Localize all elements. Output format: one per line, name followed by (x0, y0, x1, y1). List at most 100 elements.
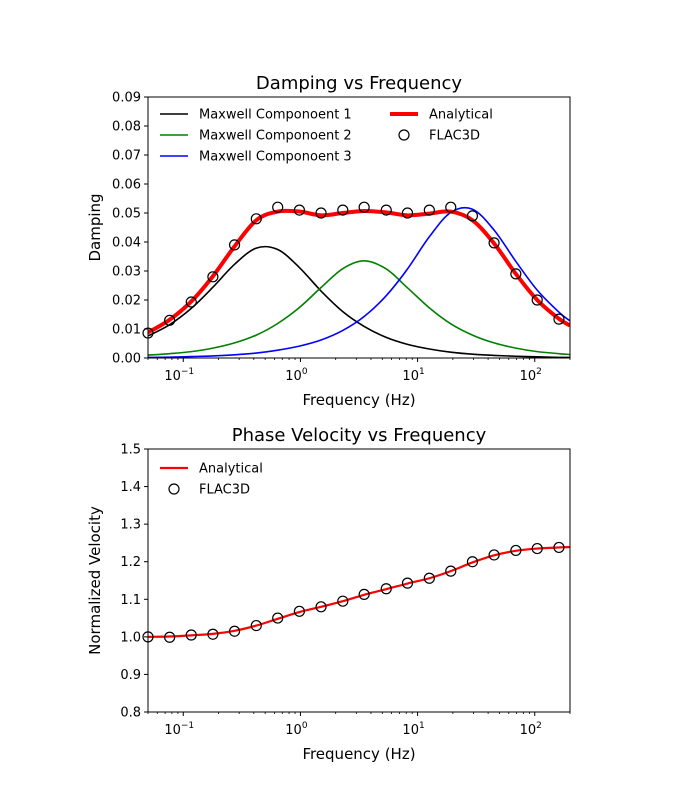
series-line-maxwell-componoent-1 (148, 245, 570, 358)
data-point-flac3d (423, 572, 435, 584)
data-point-flac3d (164, 631, 176, 643)
data-point-flac3d (358, 201, 370, 213)
legend: Maxwell Componoent 1 Maxwell Componoent 2… (160, 108, 493, 165)
data-point-flac3d (207, 271, 219, 283)
data-point-flac3d (380, 204, 392, 216)
x-axis-label: Frequency (Hz) (302, 745, 415, 763)
y-tick-label: 1.4 (120, 480, 141, 495)
chart-title: Phase Velocity vs Frequency (232, 425, 487, 446)
series-line-maxwell-componoent-3 (148, 206, 570, 358)
legend-marker (398, 129, 410, 141)
data-point-flac3d (488, 237, 500, 249)
data-point-flac3d (228, 625, 241, 637)
data-point-flac3d (358, 588, 370, 601)
chart-1: 0.00 0.01 0.02 0.03 0.04 0.05 0.06 0.07 0.08 0.09… (86, 73, 571, 409)
y-tick-label: 0.04 (112, 236, 141, 251)
x-tick-label: 102 (520, 721, 542, 738)
data-point-flac3d (272, 201, 284, 213)
data-point-flac3d (337, 595, 349, 607)
legend-item: FLAC3D (398, 129, 480, 144)
plot-area (148, 545, 570, 638)
legend-item: Analytical (160, 462, 263, 477)
plot-area (148, 206, 570, 358)
y-axis-label: Damping (86, 193, 104, 261)
axes-frame (147, 448, 571, 713)
y-tick-label: 0.07 (112, 149, 141, 164)
data-point-flac3d (228, 239, 241, 251)
data-point-flac3d (510, 268, 522, 280)
x-axis-label: Frequency (Hz) (302, 391, 415, 409)
series-line-analytical (148, 208, 570, 335)
y-tick-label: 1.1 (120, 593, 141, 608)
data-point-flac3d (445, 565, 457, 577)
data-point-flac3d (531, 542, 543, 555)
y-tick-label: 1.3 (120, 518, 141, 533)
chart-2: 0.8 0.9 1.0 1.1 1.2 1.3 1.4 1.5 10−1 100 101 102 Pha… (86, 425, 571, 763)
legend-label: Maxwell Componoent 2 (199, 129, 352, 144)
data-point-flac3d (510, 544, 522, 557)
y-tick-label: 0.02 (112, 294, 141, 309)
data-point-flac3d (553, 541, 565, 554)
data-point-flac3d (553, 313, 565, 325)
series-line-analytical (148, 545, 570, 638)
x-tick-label: 101 (402, 367, 424, 384)
data-point-flac3d (380, 583, 392, 595)
x-tick-label: 101 (402, 721, 424, 738)
data-point-flac3d (250, 213, 262, 225)
x-tick-label: 10−1 (164, 721, 194, 738)
data-point-flac3d (315, 601, 327, 613)
legend-item: FLAC3D (168, 483, 250, 498)
data-point-flac3d (250, 619, 262, 632)
chart-title: Damping vs Frequency (256, 73, 462, 94)
data-point-flac3d (445, 201, 457, 213)
legend-label: Analytical (199, 462, 263, 477)
x-tick-label: 102 (520, 367, 542, 384)
y-tick-label: 0.05 (112, 207, 141, 222)
data-point-flac3d (164, 314, 176, 326)
data-point-flac3d (401, 207, 414, 219)
axes-frame (147, 96, 571, 359)
data-point-flac3d (315, 207, 327, 219)
data-point-flac3d (337, 204, 349, 216)
y-tick-label: 1.5 (120, 443, 141, 458)
y-tick-label: 0.09 (112, 91, 141, 106)
y-tick-label: 0.9 (120, 668, 141, 683)
legend-item: Analytical (390, 108, 493, 123)
data-point-flac3d (293, 605, 305, 617)
y-tick-label: 0.06 (112, 178, 141, 193)
legend-label: Analytical (429, 108, 493, 123)
legend-item: Maxwell Componoent 1 (160, 108, 352, 123)
x-tick-label: 100 (285, 721, 308, 738)
data-point-flac3d (272, 612, 284, 624)
legend-label: Maxwell Componoent 3 (199, 150, 352, 165)
data-point-flac3d (531, 294, 543, 306)
legend-label: Maxwell Componoent 1 (199, 108, 352, 123)
legend-label: FLAC3D (199, 483, 250, 498)
data-point-flac3d (401, 577, 414, 589)
data-point-flac3d (185, 296, 197, 308)
data-point-flac3d (466, 556, 479, 568)
y-tick-label: 0.01 (112, 323, 141, 338)
legend-label: FLAC3D (429, 129, 480, 144)
y-tick-label: 0.8 (120, 706, 141, 721)
data-point-flac3d (185, 629, 197, 641)
data-point-flac3d (466, 210, 479, 222)
data-point-flac3d (207, 628, 219, 640)
legend-item: Maxwell Componoent 3 (160, 150, 352, 165)
data-point-flac3d (488, 549, 500, 561)
y-tick-label: 0.00 (112, 352, 141, 367)
legend-marker (168, 483, 180, 495)
legend-item: Maxwell Componoent 2 (160, 129, 352, 144)
x-tick-label: 10−1 (164, 367, 194, 384)
series-line-maxwell-componoent-2 (148, 260, 570, 356)
y-tick-label: 1.0 (120, 630, 141, 645)
y-tick-label: 0.08 (112, 120, 141, 135)
y-tick-label: 1.2 (120, 555, 141, 570)
data-point-flac3d (293, 204, 305, 216)
y-axis-label: Normalized Velocity (86, 506, 104, 655)
y-tick-label: 0.03 (112, 265, 141, 280)
legend: Analytical FLAC3D (160, 462, 263, 498)
data-point-flac3d (423, 204, 435, 216)
x-tick-label: 100 (285, 367, 308, 384)
